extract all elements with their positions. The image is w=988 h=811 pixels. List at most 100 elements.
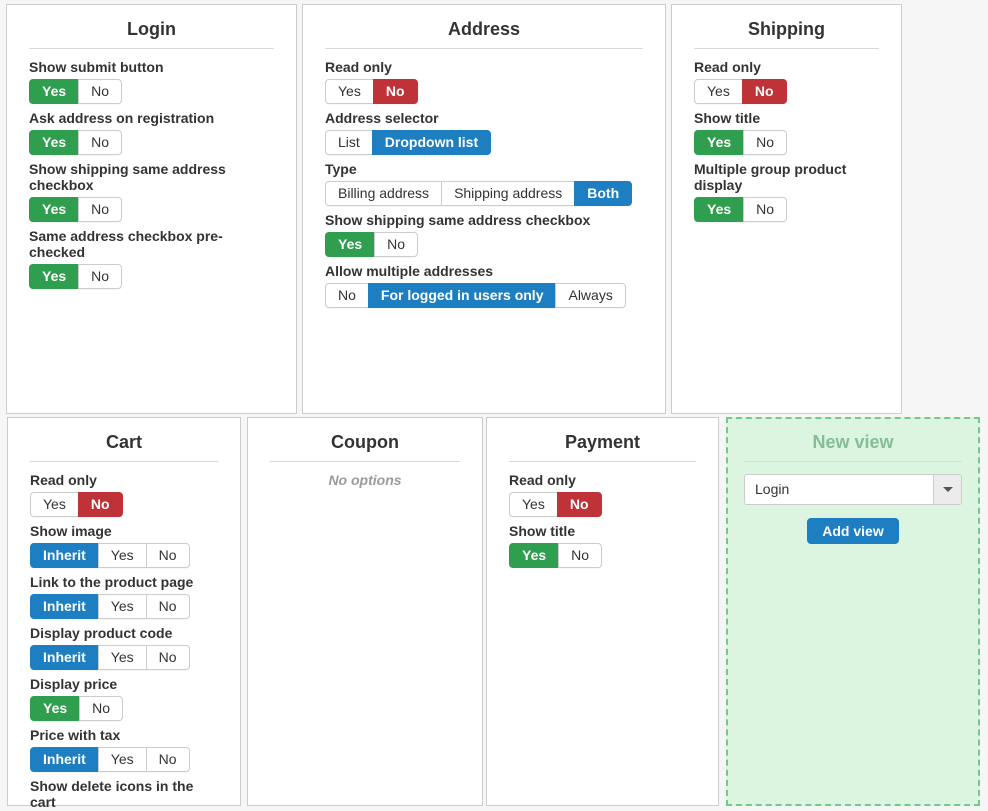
toggle-group: Yes No: [509, 492, 602, 517]
toggle-group: Inherit Yes No: [30, 645, 190, 670]
toggle-group: Yes No: [30, 696, 124, 721]
option-button[interactable]: No: [325, 283, 369, 308]
option-button[interactable]: Yes: [97, 747, 147, 772]
option-button[interactable]: Yes: [29, 264, 80, 289]
option-button[interactable]: No: [79, 696, 124, 721]
option-button[interactable]: Yes: [694, 130, 745, 155]
setting-label: Show submit button: [29, 59, 164, 75]
caret-down-icon: [942, 487, 953, 492]
option-button[interactable]: No: [372, 79, 418, 104]
option-button[interactable]: No: [78, 197, 123, 222]
option-button[interactable]: No: [145, 645, 190, 670]
toggle-group: Inherit Yes No: [30, 747, 190, 772]
toggle-group: Yes No: [694, 197, 788, 222]
panel-title: New view: [812, 432, 894, 452]
option-button[interactable]: Yes: [509, 492, 558, 517]
option-button[interactable]: No: [145, 594, 190, 619]
title-divider: [325, 48, 643, 49]
option-button[interactable]: No: [78, 130, 123, 155]
toggle-group: Billing address Shipping address Both: [325, 181, 633, 206]
option-button[interactable]: Yes: [29, 79, 80, 104]
option-button[interactable]: Yes: [694, 79, 743, 104]
option-button[interactable]: Yes: [29, 130, 80, 155]
option-button[interactable]: List: [325, 130, 373, 155]
panel-title: Address: [447, 19, 521, 39]
login-panel: Login Show submit button Yes No Ask addr…: [6, 4, 297, 414]
setting-label: Type: [325, 161, 357, 177]
option-button[interactable]: No: [78, 79, 123, 104]
toggle-group: Inherit Yes No: [30, 543, 190, 568]
view-type-select[interactable]: Login: [744, 474, 962, 505]
option-button[interactable]: Yes: [509, 543, 560, 568]
payment-panel: Payment Read only Yes No Show title Yes …: [486, 417, 719, 806]
shipping-panel: Shipping Read only Yes No Show title Yes…: [671, 4, 902, 414]
toggle-group: Yes No: [509, 543, 603, 568]
option-button[interactable]: No: [78, 264, 123, 289]
toggle-group: Yes No: [29, 130, 123, 155]
title-divider: [694, 48, 879, 49]
option-button[interactable]: No: [743, 197, 788, 222]
option-button[interactable]: Both: [574, 181, 633, 206]
select-dropdown-button[interactable]: [933, 475, 961, 504]
option-button[interactable]: Yes: [30, 696, 81, 721]
option-button[interactable]: Inherit: [30, 645, 99, 670]
panel-title: Cart: [105, 432, 142, 452]
toggle-group: Yes No: [30, 492, 123, 517]
toggle-group: Yes No: [325, 232, 419, 257]
toggle-group: List Dropdown list: [325, 130, 492, 155]
coupon-panel: Coupon No options: [247, 417, 483, 806]
option-button[interactable]: Yes: [325, 79, 374, 104]
title-divider: [744, 461, 962, 462]
option-button[interactable]: Billing address: [325, 181, 443, 206]
new-view-panel: New view Login Add view: [726, 417, 980, 806]
toggle-group: Yes No: [694, 130, 788, 155]
option-button[interactable]: Inherit: [30, 747, 99, 772]
setting-label: Ask address on registration: [29, 110, 215, 126]
setting-label: Read only: [509, 472, 576, 488]
option-button[interactable]: Yes: [29, 197, 80, 222]
setting-label: Allow multiple addresses: [325, 263, 494, 279]
option-button[interactable]: No: [145, 543, 190, 568]
option-button[interactable]: Yes: [30, 492, 79, 517]
title-divider: [509, 461, 696, 462]
option-button[interactable]: Yes: [325, 232, 376, 257]
add-view-button[interactable]: Add view: [807, 518, 899, 544]
option-button[interactable]: Dropdown list: [371, 130, 492, 155]
option-button[interactable]: Yes: [97, 645, 147, 670]
option-button[interactable]: No: [741, 79, 787, 104]
setting-label: Show shipping same address checkbox: [29, 161, 226, 193]
setting-label: Show title: [509, 523, 576, 539]
toggle-group: Yes No: [29, 264, 123, 289]
option-button[interactable]: No: [556, 492, 602, 517]
setting-label: Read only: [325, 59, 392, 75]
option-button[interactable]: No: [743, 130, 788, 155]
option-button[interactable]: Yes: [694, 197, 745, 222]
setting-label: Show delete icons in the cart: [30, 778, 194, 810]
setting-label: Show shipping same address checkbox: [325, 212, 591, 228]
setting-label: Address selector: [325, 110, 439, 126]
option-button[interactable]: No: [558, 543, 603, 568]
option-button[interactable]: No: [145, 747, 190, 772]
setting-label: Show title: [694, 110, 761, 126]
toggle-group: No For logged in users only Always: [325, 283, 626, 308]
option-button[interactable]: Yes: [97, 594, 147, 619]
toggle-group: Yes No: [694, 79, 787, 104]
option-button[interactable]: Shipping address: [441, 181, 576, 206]
panel-title: Shipping: [748, 19, 825, 39]
option-button[interactable]: Inherit: [30, 543, 99, 568]
option-button[interactable]: Always: [555, 283, 626, 308]
option-button[interactable]: Inherit: [30, 594, 99, 619]
option-button[interactable]: No: [374, 232, 419, 257]
panel-title: Coupon: [331, 432, 399, 452]
toggle-group: Yes No: [29, 79, 123, 104]
option-button[interactable]: For logged in users only: [367, 283, 557, 308]
option-button[interactable]: No: [77, 492, 123, 517]
title-divider: [270, 461, 460, 462]
setting-label: Link to the product page: [30, 574, 194, 590]
setting-label: Display product code: [30, 625, 173, 641]
setting-label: Same address checkbox pre-checked: [29, 228, 223, 260]
setting-label: Read only: [694, 59, 761, 75]
option-button[interactable]: Yes: [97, 543, 147, 568]
no-options-text: No options: [328, 472, 402, 488]
panel-title: Login: [127, 19, 176, 39]
